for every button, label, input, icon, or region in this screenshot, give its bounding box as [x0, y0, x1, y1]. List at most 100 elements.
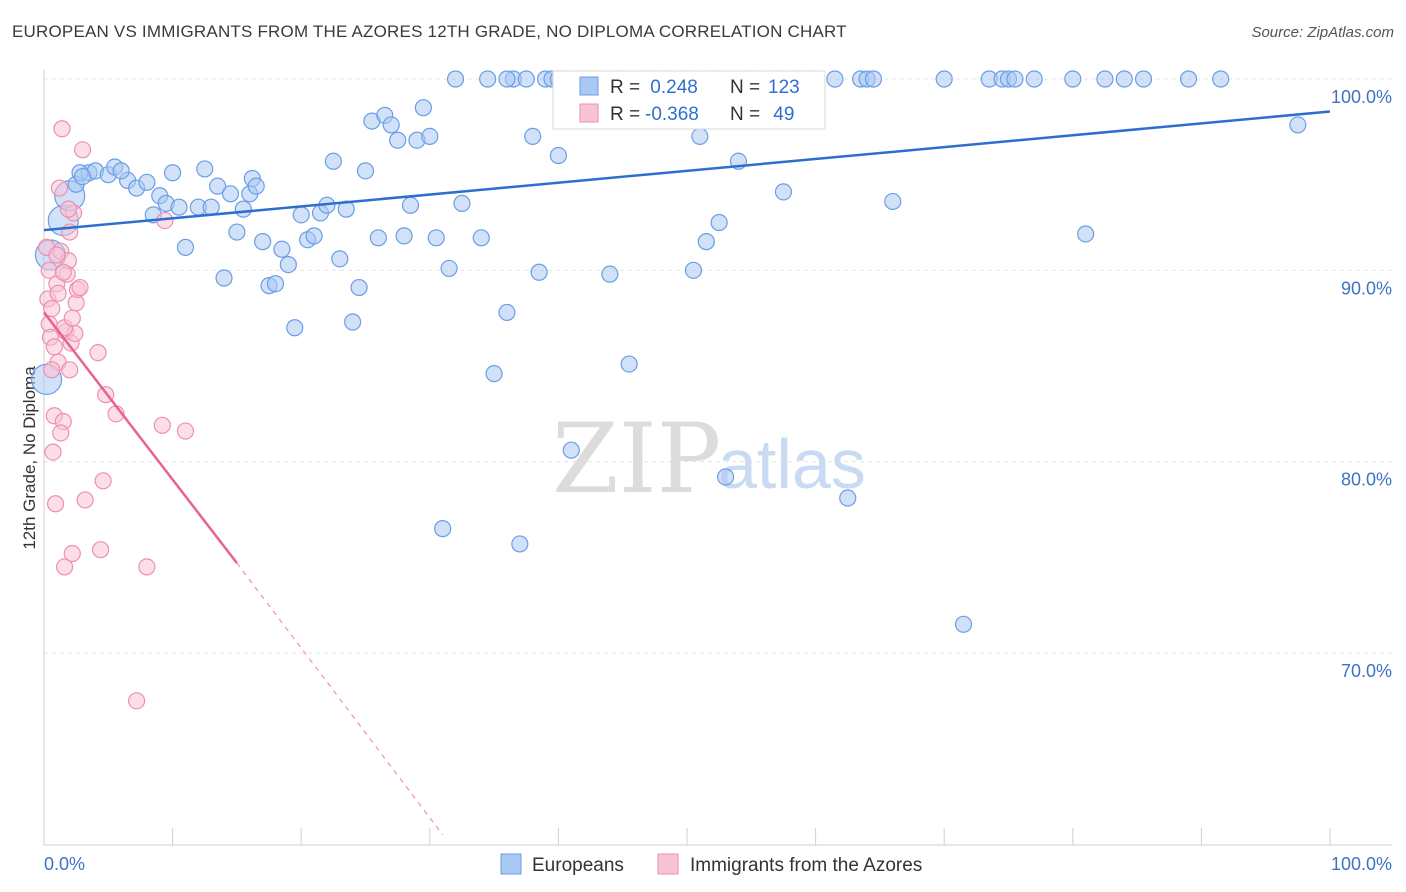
- point-azores: [48, 246, 66, 264]
- point-europeans: [1006, 70, 1024, 88]
- point-europeans: [1077, 225, 1095, 243]
- point-europeans: [389, 131, 407, 149]
- trend-line-azores-extension: [236, 562, 444, 836]
- point-europeans: [1179, 70, 1198, 88]
- point-europeans: [620, 355, 638, 373]
- point-europeans: [112, 162, 130, 180]
- point-europeans: [1134, 70, 1153, 88]
- point-azores: [89, 344, 107, 362]
- point-europeans: [1289, 116, 1307, 134]
- stats-pink-n-value: 49: [768, 104, 794, 125]
- stats-blue-swatch: [579, 76, 599, 96]
- point-europeans: [601, 265, 619, 283]
- watermark-zip: ZIP: [552, 403, 721, 515]
- point-azores: [46, 495, 65, 513]
- point-europeans: [472, 229, 490, 247]
- stats-pink-r-value: -0.368: [645, 104, 699, 125]
- y-tick-label: 90.0%: [1341, 278, 1392, 298]
- point-europeans: [530, 263, 548, 281]
- point-europeans: [176, 238, 195, 256]
- point-europeans: [710, 213, 728, 232]
- stats-pink-swatch: [579, 103, 599, 123]
- legend-europeans-label: Europeans: [532, 855, 624, 876]
- point-europeans: [498, 303, 516, 322]
- point-europeans: [864, 70, 883, 88]
- point-azores: [176, 422, 195, 440]
- legend-azores-swatch: [657, 853, 679, 875]
- point-europeans: [434, 520, 452, 538]
- legend-europeans-swatch: [500, 853, 522, 875]
- stats-blue-r-value: 0.248: [645, 77, 698, 98]
- point-azores: [44, 443, 62, 461]
- point-europeans: [73, 167, 92, 186]
- point-europeans: [421, 127, 439, 145]
- point-europeans: [254, 233, 272, 251]
- point-europeans: [324, 152, 342, 170]
- watermark-atlas: atlas: [718, 425, 866, 503]
- stats-box: R = 0.248 N = 123 R = -0.368 N = 49: [552, 70, 826, 130]
- point-europeans: [826, 70, 844, 88]
- point-azores: [52, 424, 70, 442]
- watermark: ZIP atlas: [552, 403, 866, 515]
- point-europeans: [286, 319, 304, 337]
- y-tick-label: 100.0%: [1331, 87, 1392, 107]
- gridlines: [44, 78, 1392, 654]
- point-azores: [53, 120, 71, 138]
- point-europeans: [524, 127, 542, 145]
- point-europeans: [350, 278, 368, 297]
- point-europeans: [774, 183, 793, 201]
- x-ticks: [43, 828, 1331, 845]
- y-tick-label: 80.0%: [1341, 470, 1392, 490]
- x-tick-label-max: 100.0%: [1331, 854, 1392, 874]
- point-europeans: [954, 615, 973, 633]
- point-europeans: [498, 70, 516, 88]
- point-europeans: [511, 535, 529, 553]
- point-europeans: [209, 177, 227, 195]
- point-azores: [91, 541, 110, 559]
- point-europeans: [170, 198, 188, 216]
- point-azores: [43, 361, 61, 379]
- point-europeans: [684, 261, 703, 279]
- point-europeans: [440, 259, 458, 278]
- point-europeans: [1025, 70, 1043, 88]
- point-europeans: [247, 177, 265, 195]
- point-europeans: [266, 275, 285, 293]
- point-azores: [43, 300, 61, 318]
- y-axis-label: 12th Grade, No Diploma: [20, 366, 39, 550]
- point-europeans: [691, 127, 709, 145]
- point-europeans: [395, 227, 413, 245]
- point-europeans: [446, 70, 465, 88]
- point-europeans: [138, 173, 156, 191]
- point-azores: [61, 361, 79, 379]
- point-europeans: [228, 223, 246, 241]
- point-europeans: [164, 164, 182, 182]
- point-europeans: [382, 116, 400, 134]
- point-azores: [49, 284, 67, 302]
- point-azores: [153, 416, 171, 434]
- point-europeans: [401, 196, 420, 214]
- chart-title: EUROPEAN VS IMMIGRANTS FROM THE AZORES 1…: [12, 22, 847, 41]
- point-azores: [50, 179, 69, 197]
- trend-lines: [43, 110, 1331, 836]
- point-azores: [138, 558, 156, 576]
- point-europeans: [1212, 70, 1230, 88]
- point-europeans: [196, 160, 214, 178]
- point-azores: [63, 309, 81, 327]
- point-europeans: [549, 146, 568, 165]
- point-europeans: [485, 365, 503, 383]
- point-azores: [94, 472, 112, 490]
- stats-blue-r-label: R =: [610, 77, 640, 98]
- point-europeans: [331, 250, 349, 268]
- point-europeans: [562, 441, 580, 459]
- point-azores: [59, 200, 78, 218]
- point-azores: [127, 692, 146, 710]
- point-europeans: [479, 70, 497, 88]
- legend-azores-label: Immigrants from the Azores: [690, 855, 922, 876]
- point-europeans: [935, 70, 953, 88]
- point-europeans: [221, 185, 240, 203]
- point-azores: [71, 278, 89, 297]
- point-europeans: [1115, 70, 1133, 88]
- point-azores: [54, 263, 72, 281]
- source-credit: Source: ZipAtlas.com: [1251, 24, 1394, 41]
